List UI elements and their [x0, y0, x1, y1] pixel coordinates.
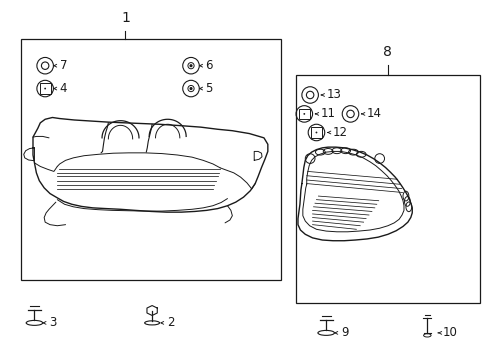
Ellipse shape — [315, 132, 317, 134]
Text: 1: 1 — [121, 10, 129, 24]
Text: 5: 5 — [205, 82, 213, 95]
Text: 6: 6 — [205, 59, 213, 72]
Text: 14: 14 — [366, 107, 381, 120]
Ellipse shape — [44, 87, 46, 89]
Ellipse shape — [303, 113, 305, 115]
Text: 8: 8 — [383, 45, 391, 59]
Text: 12: 12 — [332, 126, 347, 139]
Bar — [295, 75, 479, 303]
Ellipse shape — [189, 64, 192, 67]
Text: 11: 11 — [320, 107, 335, 120]
Text: 2: 2 — [166, 316, 174, 329]
Text: 10: 10 — [442, 327, 457, 339]
Text: 9: 9 — [340, 327, 347, 339]
Bar — [21, 39, 281, 280]
Text: 4: 4 — [60, 82, 67, 95]
Text: 3: 3 — [49, 316, 56, 329]
Text: 7: 7 — [60, 59, 67, 72]
Text: 13: 13 — [325, 89, 340, 102]
Ellipse shape — [189, 87, 192, 90]
